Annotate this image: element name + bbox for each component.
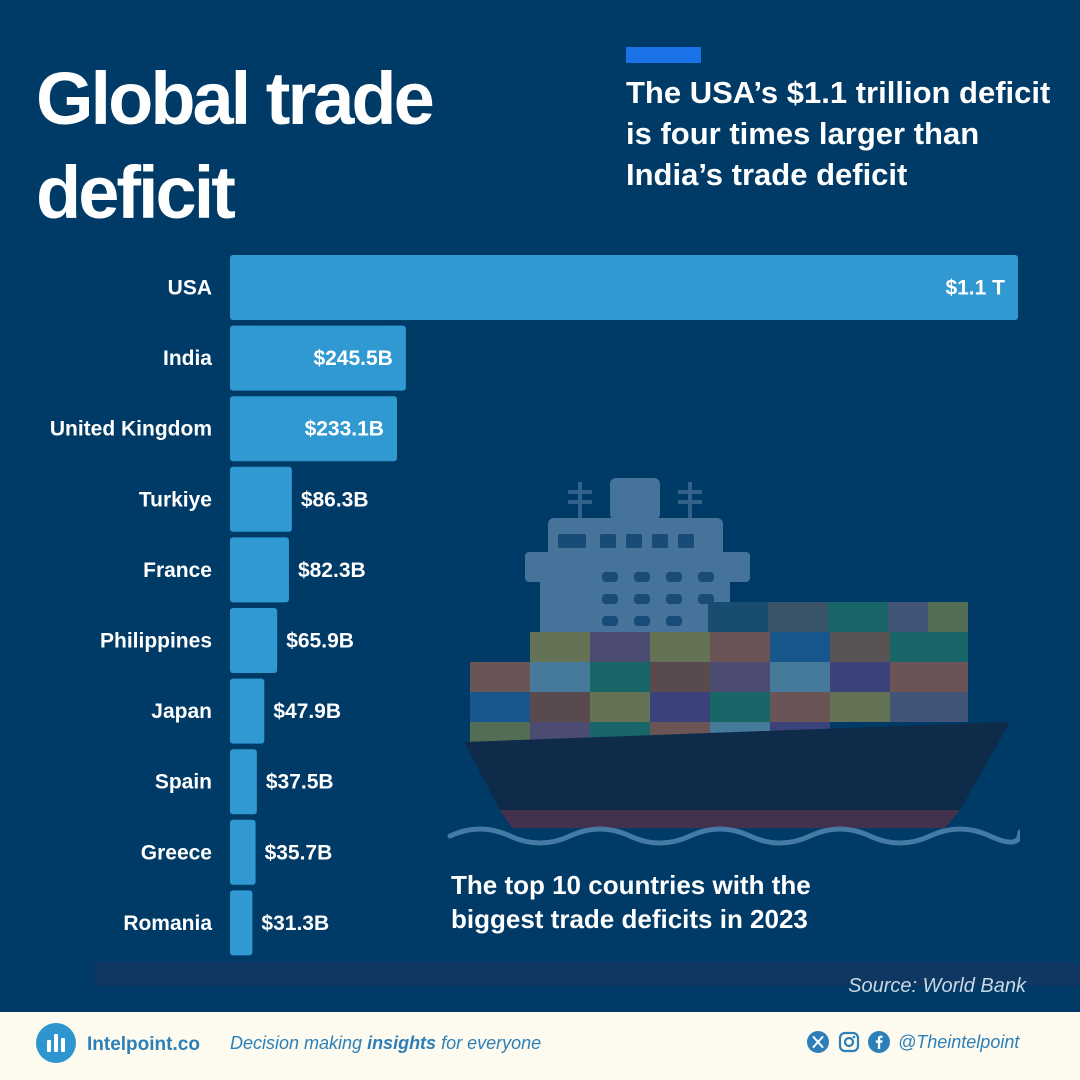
accent-bar [626, 47, 701, 63]
footer: Intelpoint.co Decision making insights f… [0, 1012, 1080, 1080]
value-label: $37.5B [266, 771, 334, 794]
bottom-strip [94, 962, 1080, 986]
value-label: $82.3B [298, 559, 366, 582]
value-label: $35.7B [265, 841, 333, 864]
category-label: Philippines [100, 630, 212, 653]
headline: The USA’s $1.1 trillion deficit is four … [626, 75, 1051, 192]
category-label: Japan [151, 700, 212, 723]
value-label: $1.1 T [945, 277, 1005, 300]
value-label: $31.3B [261, 912, 329, 935]
value-label: $65.9B [286, 630, 354, 653]
value-label: $245.5B [313, 347, 392, 370]
category-label: India [163, 347, 212, 370]
bar-turkiye [230, 466, 292, 532]
value-label: $86.3B [301, 488, 369, 511]
bar-usa [230, 255, 1018, 320]
category-label: Spain [155, 771, 212, 794]
bar-spain [230, 749, 257, 815]
value-label: $233.1B [305, 418, 384, 441]
bar-romania [230, 890, 253, 956]
x-icon[interactable] [807, 1031, 829, 1053]
bar-india [230, 325, 406, 391]
bar-greece [230, 819, 256, 885]
instagram-icon[interactable] [838, 1031, 860, 1053]
tagline: Decision making insights for everyone [230, 1033, 541, 1054]
category-label: France [143, 559, 212, 582]
category-label: Greece [141, 841, 212, 864]
container-ship-illustration [447, 478, 1020, 846]
value-label: $47.9B [273, 700, 341, 723]
logo-icon [36, 1023, 76, 1063]
category-label: Turkiye [139, 488, 212, 511]
tagline-end: for everyone [436, 1033, 542, 1053]
bar-united-kingdom [230, 396, 397, 462]
page-title: Global trade deficit [36, 57, 435, 234]
tagline-emphasis: insights [367, 1033, 437, 1053]
bar-japan [230, 678, 265, 744]
tagline-start: Decision making [230, 1033, 368, 1053]
social-handle[interactable]: @Theintelpoint [898, 1032, 1020, 1052]
category-label: United Kingdom [50, 418, 212, 441]
facebook-icon[interactable] [868, 1031, 890, 1053]
category-label: USA [168, 277, 212, 300]
brand-link[interactable]: Intelpoint.co [87, 1034, 200, 1055]
bar-philippines [230, 608, 278, 673]
source-note: Source: World Bank [848, 975, 1026, 997]
bar-chart: USA $1.1 T India $245.5B United Kingdom $233.… [50, 255, 1018, 956]
chart-subtitle: The top 10 countries with the biggest tr… [451, 870, 811, 934]
bar-france [230, 537, 289, 603]
category-label: Romania [123, 912, 212, 935]
